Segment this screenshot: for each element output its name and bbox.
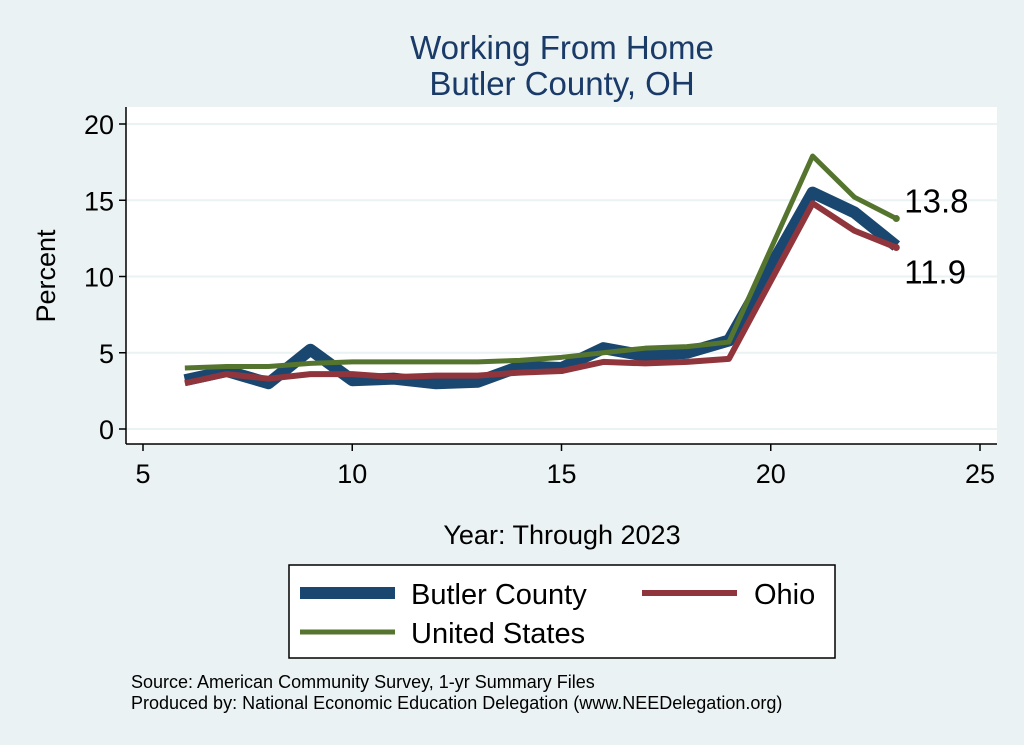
legend: Butler County Ohio United States bbox=[288, 564, 836, 659]
series-line-ohio bbox=[184, 200, 898, 387]
y-tick-label-0: 0 bbox=[99, 415, 114, 445]
x-tick-label-25: 25 bbox=[965, 459, 995, 489]
gridlines bbox=[126, 123, 997, 430]
y-tick-label-20: 20 bbox=[84, 110, 114, 140]
legend-label-united-states: United States bbox=[411, 618, 585, 650]
series-line-united-states bbox=[184, 153, 898, 371]
series-line-butler-county bbox=[183, 186, 901, 390]
chart-title-line-1: Working From Home bbox=[410, 29, 714, 66]
source-note: Source: American Community Survey, 1-yr … bbox=[131, 672, 595, 692]
producer-note: Produced by: National Economic Education… bbox=[131, 693, 782, 713]
series-lines bbox=[183, 153, 901, 390]
end-value-label-1: 11.9 bbox=[904, 254, 966, 291]
endpoint-marker-ohio bbox=[892, 244, 900, 252]
y-tick-label-15: 15 bbox=[84, 186, 114, 216]
x-tick-label-10: 10 bbox=[337, 459, 367, 489]
end-value-label-0: 13.8 bbox=[904, 183, 968, 220]
y-axis-label: Percent bbox=[31, 229, 61, 323]
chart-title-line-2: Butler County, OH bbox=[429, 65, 694, 102]
x-tick-label-20: 20 bbox=[756, 459, 786, 489]
x-axis-label: Year: Through 2023 bbox=[443, 520, 680, 550]
endpoint-marker-united-states bbox=[892, 215, 900, 223]
legend-label-butler-county: Butler County bbox=[411, 579, 587, 611]
legend-box bbox=[288, 564, 836, 659]
x-tick-label-15: 15 bbox=[546, 459, 576, 489]
y-tick-label-10: 10 bbox=[84, 263, 114, 293]
legend-label-ohio: Ohio bbox=[754, 579, 815, 611]
annotations: 13.8 11.9 bbox=[892, 183, 969, 291]
y-tick-label-5: 5 bbox=[99, 339, 114, 369]
x-tick-label-5: 5 bbox=[135, 459, 150, 489]
